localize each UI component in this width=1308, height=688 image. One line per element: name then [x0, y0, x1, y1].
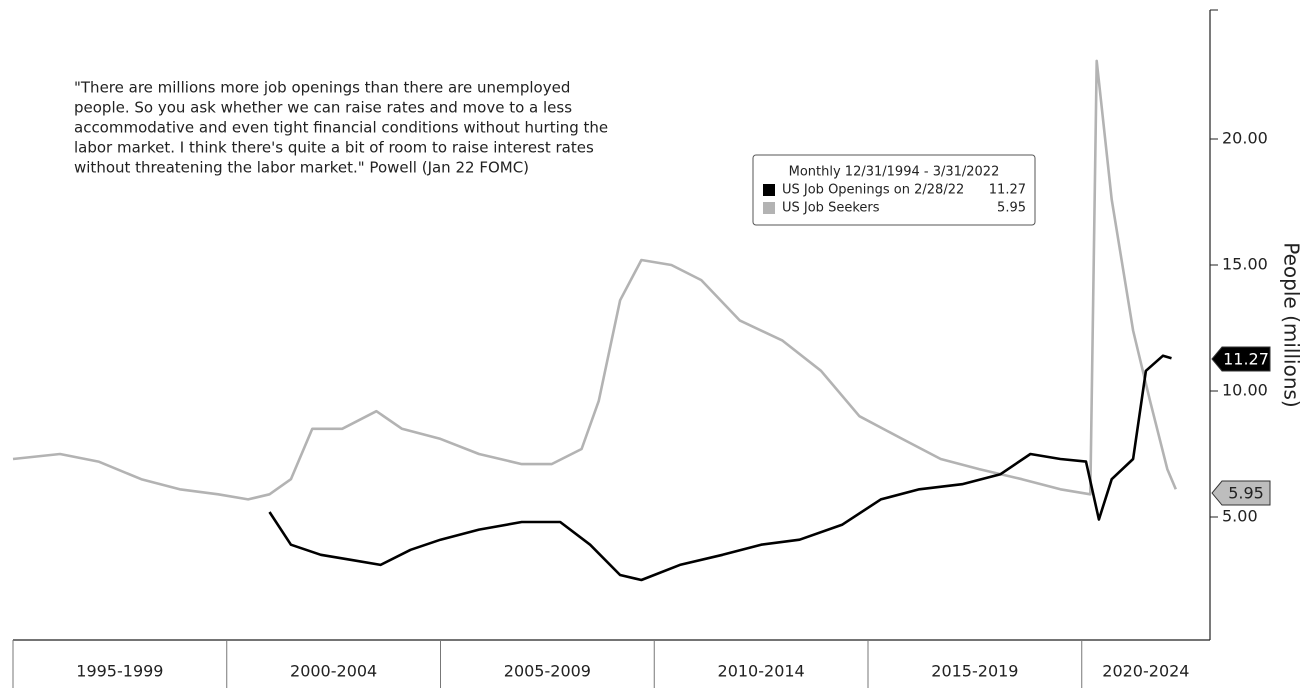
annotation-line: people. So you ask whether we can raise …: [74, 99, 572, 117]
annotation-line: labor market. I think there's quite a bi…: [74, 139, 594, 157]
legend-title: Monthly 12/31/1994 - 3/31/2022: [789, 165, 1000, 180]
legend-swatch: [763, 202, 775, 214]
period-label: 1995-1999: [76, 662, 163, 681]
annotation-line: "There are millions more job openings th…: [74, 79, 570, 97]
period-label: 2005-2009: [504, 662, 591, 681]
last-value-label: 11.27: [1223, 349, 1269, 368]
y-tick-label: 10.00: [1222, 381, 1268, 400]
series-line: [12, 59, 1177, 501]
legend-swatch: [763, 184, 775, 196]
period-label: 2000-2004: [290, 662, 377, 681]
annotation-line: without threatening the labor market." P…: [74, 159, 529, 177]
y-tick-label: 15.00: [1222, 255, 1268, 274]
y-tick-label: 5.00: [1222, 507, 1258, 526]
series-line: [268, 354, 1172, 582]
y-axis-label: People (millions): [1280, 242, 1304, 407]
legend-value: 5.95: [997, 201, 1026, 216]
last-value-tag: [1211, 480, 1271, 506]
y-tick-label: 20.00: [1222, 129, 1268, 148]
legend-name: US Job Openings on 2/28/22: [782, 183, 964, 198]
last-value-label: 5.95: [1228, 484, 1264, 503]
legend-name: US Job Seekers: [782, 201, 880, 216]
period-label: 2020-2024: [1102, 662, 1189, 681]
period-label: 2015-2019: [931, 662, 1018, 681]
legend-box: [752, 154, 1036, 226]
period-label: 2010-2014: [718, 662, 805, 681]
annotation-line: accommodative and even tight financial c…: [74, 119, 608, 137]
legend-value: 11.27: [989, 183, 1026, 198]
last-value-tag: [1211, 346, 1271, 372]
